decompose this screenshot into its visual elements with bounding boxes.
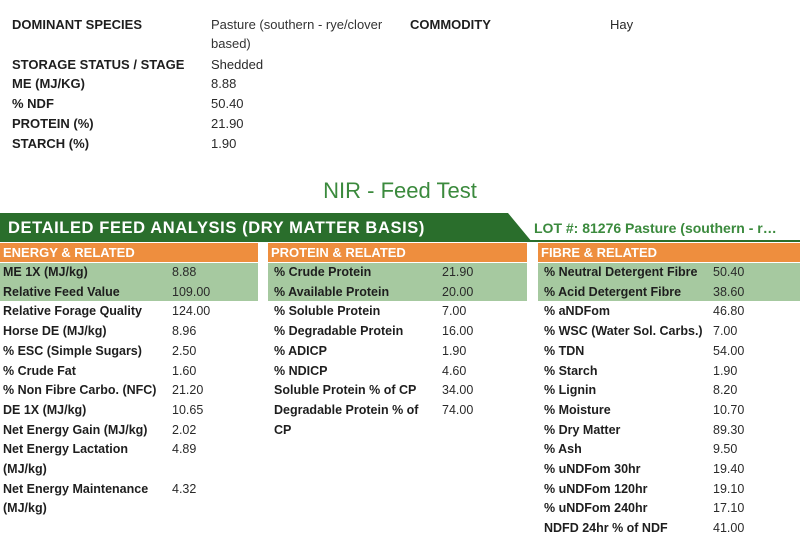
fibre-row-value: 8.20 [713, 383, 738, 398]
analysis-banner-text: DETAILED FEED ANALYSIS (DRY MATTER BASIS… [8, 219, 425, 237]
fibre-row-label: % aNDFom [544, 304, 610, 319]
summary-value-starch: 1.90 [211, 136, 237, 151]
fibre-row-label: % uNDFom 30hr [544, 462, 641, 476]
protein-row-value: 1.90 [442, 343, 467, 358]
protein-row-label: % Crude Protein [274, 265, 372, 279]
fibre-row-value: 46.80 [713, 304, 745, 319]
energy-row-label: Net Energy Maintenance (MJ/kg) [3, 481, 149, 516]
protein-row-value: 16.00 [442, 324, 474, 339]
summary-value-protein: 21.90 [211, 116, 244, 131]
energy-row-label: DE 1X (MJ/kg) [3, 402, 87, 417]
energy-row-value: 4.32 [172, 481, 197, 496]
energy-row-label: % Crude Fat [3, 363, 76, 378]
fibre-row-label: % TDN [544, 343, 585, 358]
protein-header: PROTEIN & RELATED [268, 243, 527, 262]
fibre-row-value: 19.40 [713, 462, 745, 476]
energy-row-value: 124.00 [172, 304, 211, 319]
protein-row-label: Degradable Protein % of CP [274, 402, 419, 437]
energy-row-value: 1.60 [172, 363, 197, 378]
lot-underline [530, 240, 800, 242]
protein-row-value: 4.60 [442, 363, 467, 378]
summary-label-ndf: % NDF [12, 96, 54, 111]
protein-highlight [268, 263, 527, 301]
fibre-row-value: 89.30 [713, 422, 745, 437]
fibre-row-label: % Ash [544, 442, 582, 457]
protein-row-value: 7.00 [442, 304, 467, 319]
fibre-row-label: % uNDFom 240hr [544, 501, 648, 516]
lot-number: LOT #: 81276 Pasture (southern - r… [534, 220, 777, 236]
fibre-row-value: 50.40 [713, 265, 745, 279]
energy-row-value: 10.65 [172, 402, 204, 417]
fibre-row-label: % Lignin [544, 383, 597, 398]
energy-row-label: Relative Feed Value [3, 284, 120, 299]
protein-row-label: % ADICP [274, 343, 328, 358]
summary-label-species: DOMINANT SPECIES [12, 17, 143, 32]
energy-row-label: Relative Forage Quality [3, 304, 142, 319]
protein-row-label: % Degradable Protein [274, 324, 404, 339]
fibre-row-value: 17.10 [713, 501, 745, 516]
energy-row-value: 4.89 [172, 442, 197, 457]
summary-value-ndf: 50.40 [211, 96, 244, 111]
energy-row-label: % ESC (Simple Sugars) [3, 343, 142, 358]
summary-value-species: Pasture (southern - rye/clover based) [211, 17, 383, 51]
fibre-header: FIBRE & RELATED [538, 243, 800, 262]
fibre-row-label: % Acid Detergent Fibre [544, 284, 682, 299]
summary-label-me: ME (MJ/KG) [12, 76, 85, 91]
fibre-row-label: % Moisture [544, 402, 611, 417]
fibre-row-value: 38.60 [713, 284, 745, 299]
energy-row-value: 8.96 [172, 324, 197, 339]
fibre-row-value: 9.50 [713, 442, 738, 457]
summary-value-storage: Shedded [211, 57, 264, 72]
fibre-row-value: 7.00 [713, 324, 738, 339]
energy-row-value: 21.20 [172, 383, 204, 398]
analysis-banner [0, 213, 532, 242]
fibre-row-label: NDFD 24hr % of NDF [544, 521, 668, 536]
fibre-row-value: 1.90 [713, 363, 738, 378]
protein-row-value: 34.00 [442, 383, 474, 398]
fibre-row-value: 19.10 [713, 481, 745, 496]
energy-row-value: 8.88 [172, 265, 197, 279]
energy-row-label: ME 1X (MJ/kg) [3, 265, 88, 279]
protein-row-value: 21.90 [442, 265, 474, 279]
protein-row-label: % Available Protein [274, 284, 390, 299]
fibre-row-label: % Dry Matter [544, 422, 621, 437]
energy-row-value: 2.02 [172, 422, 197, 437]
protein-row-label: % NDICP [274, 363, 328, 378]
fibre-highlight [538, 263, 800, 301]
summary-label-storage: STORAGE STATUS / STAGE [12, 57, 185, 72]
protein-row-label: % Soluble Protein [274, 304, 381, 319]
energy-row-label: Horse DE (MJ/kg) [3, 324, 107, 339]
fibre-row-label: % Starch [544, 363, 598, 378]
energy-highlight [0, 263, 258, 301]
fibre-row-label: % uNDFom 120hr [544, 481, 648, 496]
summary-label-starch: STARCH (%) [12, 136, 90, 151]
commodity-value: Hay [610, 17, 634, 32]
fibre-row-label: % WSC (Water Sol. Carbs.) [544, 324, 703, 339]
fibre-row-value: 41.00 [713, 521, 745, 536]
protein-row-value: 74.00 [442, 402, 474, 417]
energy-header: ENERGY & RELATED [0, 243, 258, 262]
energy-row-value: 109.00 [172, 284, 211, 299]
commodity-label: COMMODITY [410, 17, 491, 32]
fibre-row-value: 10.70 [713, 402, 745, 417]
summary-value-me: 8.88 [211, 76, 237, 91]
summary-label-protein: PROTEIN (%) [12, 116, 94, 131]
energy-row-label: % Non Fibre Carbo. (NFC) [3, 383, 157, 398]
energy-row-value: 2.50 [172, 343, 197, 358]
protein-row-label: Soluble Protein % of CP [274, 383, 417, 398]
energy-row-label: Net Energy Lactation (MJ/kg) [3, 442, 129, 476]
protein-row-value: 20.00 [442, 284, 474, 299]
fibre-row-value: 54.00 [713, 343, 745, 358]
fibre-row-label: % Neutral Detergent Fibre [544, 265, 698, 279]
energy-row-label: Net Energy Gain (MJ/kg) [3, 422, 148, 437]
page-title: NIR - Feed Test [323, 178, 477, 203]
